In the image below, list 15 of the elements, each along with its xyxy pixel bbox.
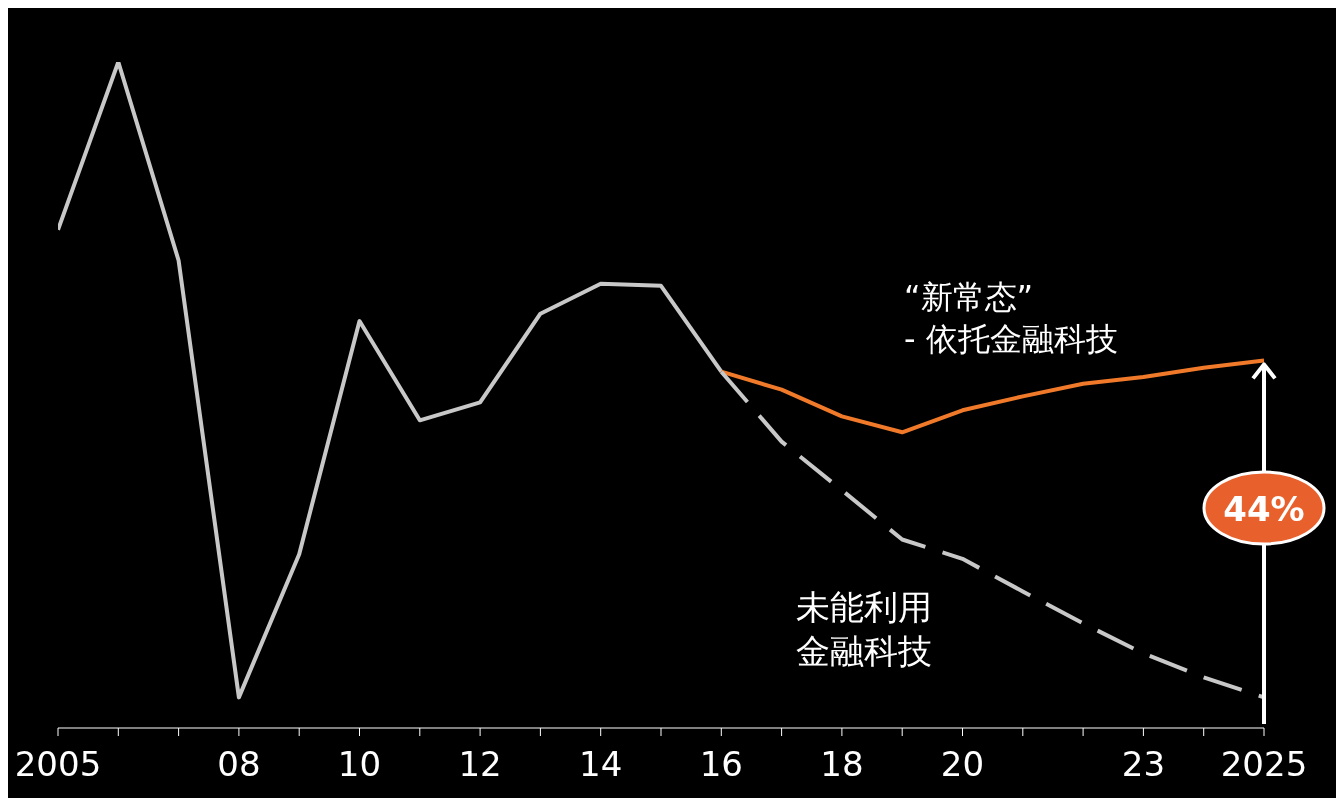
annotation: - 依托金融科技 bbox=[904, 319, 1118, 360]
x-tick-label: 14 bbox=[579, 744, 623, 785]
annotation: “新常态” bbox=[904, 277, 1034, 318]
annotation: 未能利用 bbox=[796, 586, 932, 628]
annotation: 金融科技 bbox=[796, 630, 932, 672]
x-tick-label: 10 bbox=[337, 744, 382, 785]
x-tick-label: 23 bbox=[1121, 744, 1166, 785]
x-tick-label: 18 bbox=[820, 744, 864, 785]
x-tick-label: 12 bbox=[458, 744, 502, 785]
x-tick-label: 16 bbox=[699, 744, 743, 785]
x-tick-label: 2005 bbox=[14, 744, 102, 785]
x-tick-label: 08 bbox=[217, 744, 261, 785]
annotation: 44% bbox=[1223, 489, 1305, 529]
x-tick-label: 20 bbox=[940, 744, 985, 785]
x-tick-label: 2025 bbox=[1220, 744, 1308, 785]
